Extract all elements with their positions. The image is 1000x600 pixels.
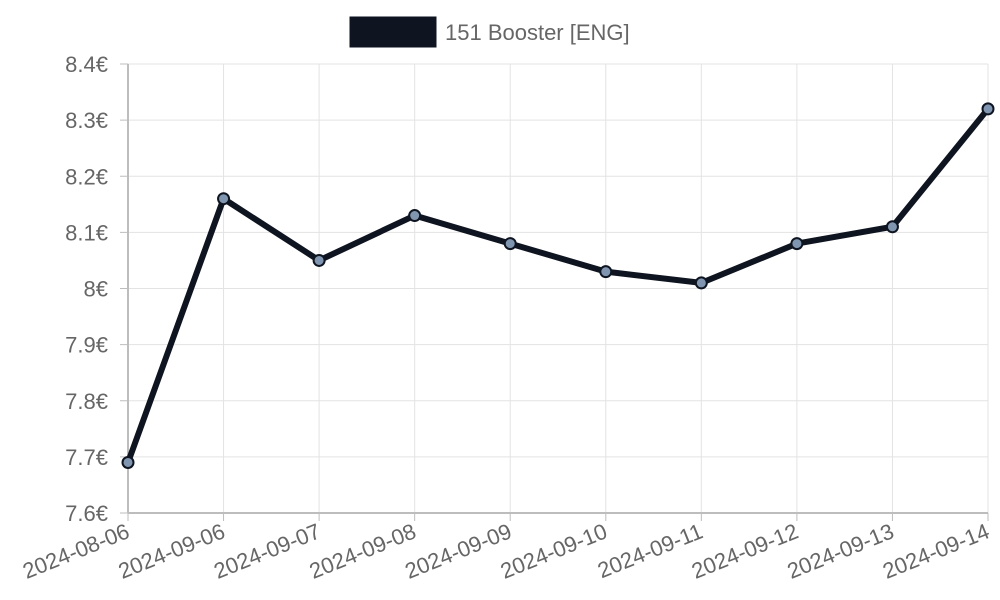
chart-legend[interactable]: 151 Booster [ENG] [349, 16, 630, 48]
data-point[interactable] [312, 253, 326, 267]
data-point[interactable] [694, 276, 708, 290]
data-point[interactable] [599, 265, 613, 279]
y-tick-label: 8€ [84, 277, 108, 302]
series-layer [121, 102, 995, 469]
x-tick-label: 2024-09-11 [594, 518, 706, 583]
data-point[interactable] [408, 209, 422, 223]
legend-swatch [349, 16, 437, 48]
y-tick-label: 8.2€ [65, 164, 108, 189]
y-tick-label: 7.6€ [65, 501, 108, 526]
x-tick-label: 2024-09-08 [306, 518, 420, 583]
data-point[interactable] [503, 237, 517, 251]
series-line [125, 105, 991, 466]
x-tick-label: 2024-09-14 [879, 518, 993, 583]
y-tick-label: 8.3€ [65, 108, 108, 133]
data-point[interactable] [981, 102, 995, 116]
x-tick-label: 2024-09-10 [497, 518, 611, 583]
legend-label: 151 Booster [ENG] [445, 20, 630, 45]
data-point[interactable] [790, 237, 804, 251]
y-tick-label: 7.8€ [65, 389, 108, 414]
y-tick-label: 7.7€ [65, 445, 108, 470]
x-tick-label: 2024-09-09 [401, 518, 515, 583]
x-axis-ticks: 2024-08-062024-09-062024-09-072024-09-08… [19, 513, 993, 584]
x-tick-label: 2024-09-07 [210, 518, 324, 583]
x-tick-label: 2024-09-13 [784, 518, 898, 583]
data-point[interactable] [885, 220, 899, 234]
x-tick-label: 2024-08-06 [19, 518, 133, 583]
x-tick-label: 2024-09-12 [688, 518, 802, 583]
y-tick-label: 7.9€ [65, 333, 108, 358]
x-tick-label: 2024-09-06 [115, 518, 229, 583]
y-tick-label: 8.4€ [65, 52, 108, 77]
y-axis-ticks: 7.6€ 7.7€ 7.8€ 7.9€ 8€ 8.1€ 8.2€ 8.3€ 8.4€ [65, 52, 128, 526]
data-point[interactable] [121, 455, 135, 469]
y-tick-label: 8.1€ [65, 220, 108, 245]
data-point[interactable] [217, 192, 231, 206]
grid-lines [127, 63, 989, 514]
